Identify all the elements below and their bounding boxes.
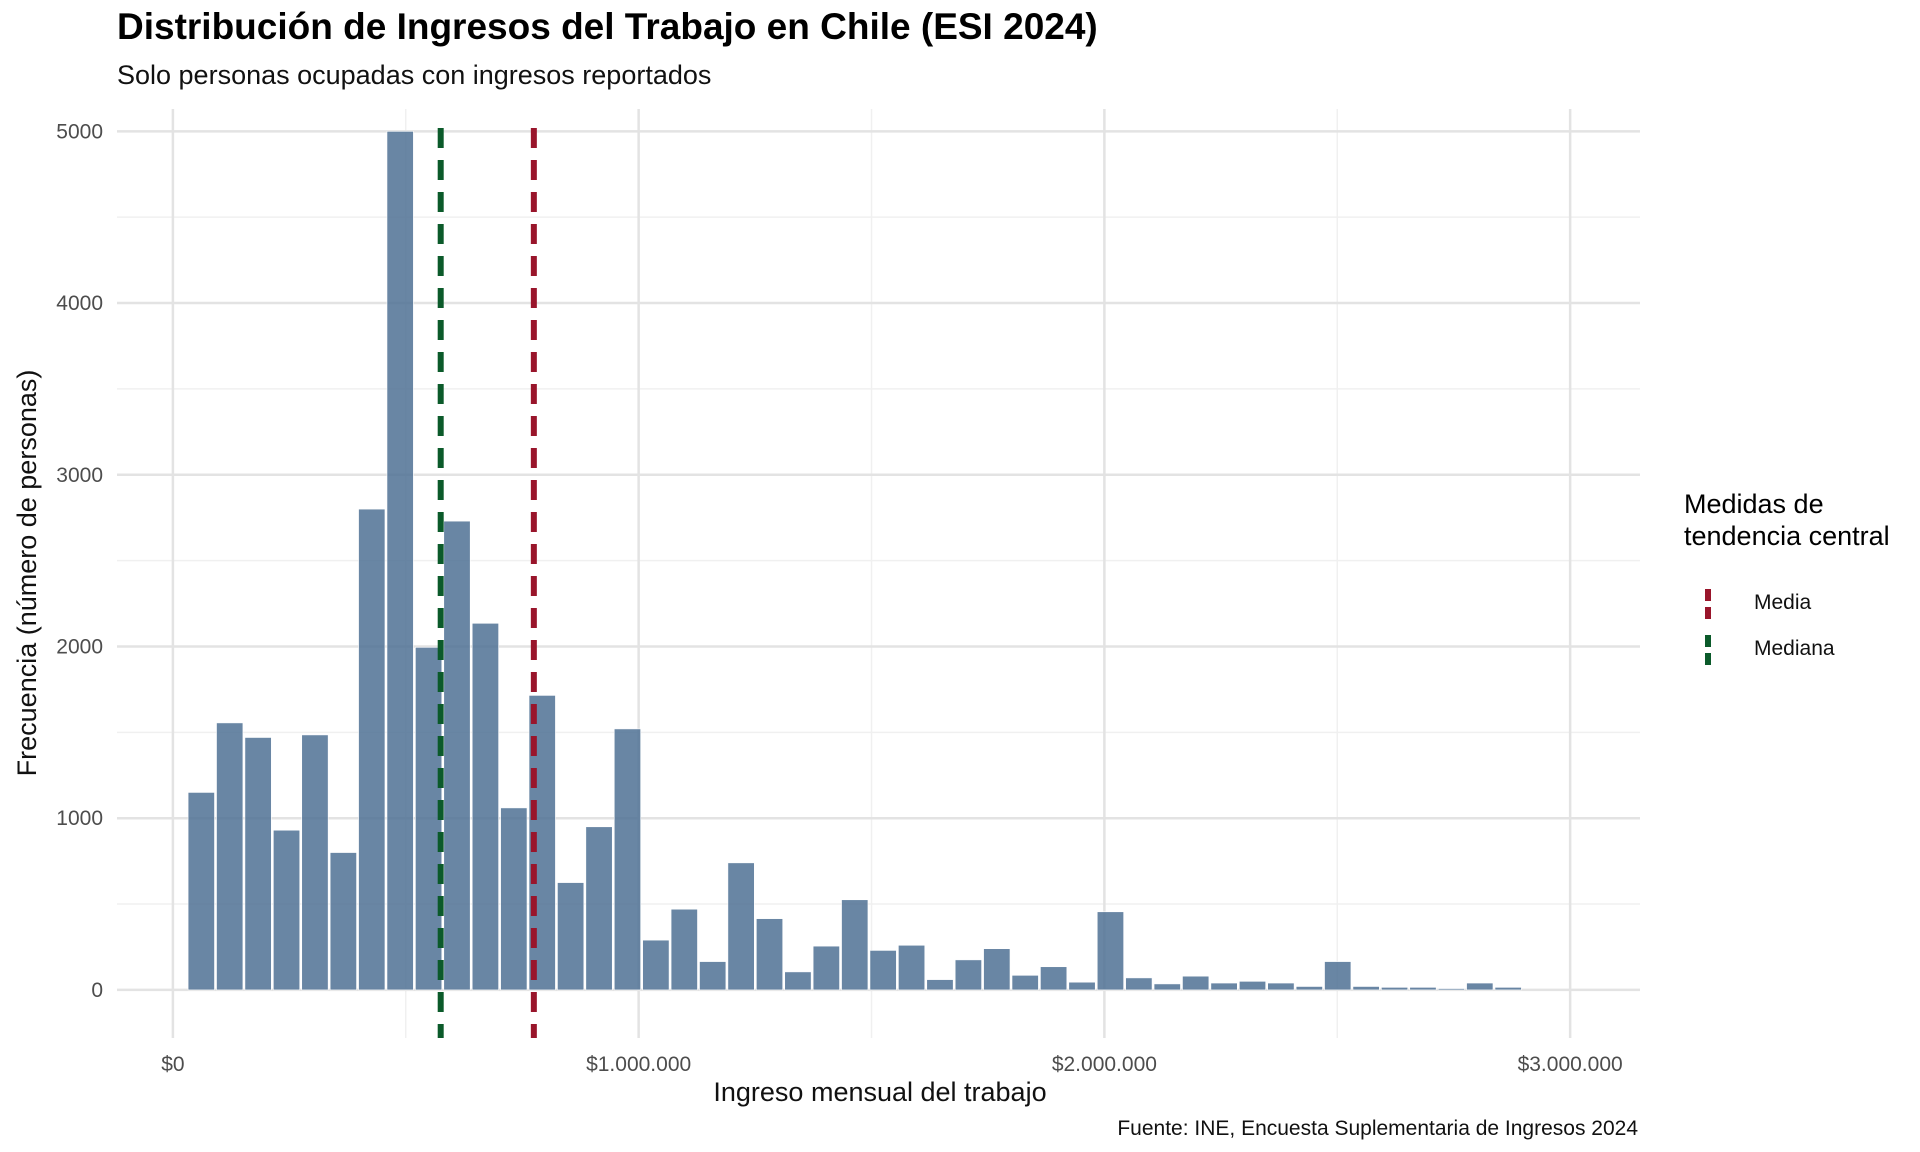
histogram-bar [841, 899, 869, 991]
histogram-bar [1295, 986, 1323, 991]
legend-title: Medidas de tendencia central [1684, 488, 1890, 552]
histogram-bar [443, 520, 471, 991]
chart-subtitle: Solo personas ocupadas con ingresos repo… [117, 60, 712, 90]
y-tick-label: 5000 [56, 120, 103, 143]
histogram-bar [1125, 977, 1153, 991]
histogram-bar [386, 131, 414, 991]
histogram-bar [1409, 987, 1437, 991]
histogram-bar [329, 852, 357, 991]
histogram-bar [613, 728, 641, 991]
x-axis-label: Ingreso mensual del trabajo [713, 1077, 1046, 1107]
histogram-bar [415, 647, 443, 991]
legend-item-media: Media [1684, 580, 1890, 626]
histogram-bar [1182, 975, 1210, 991]
histogram-bar [273, 829, 301, 991]
histogram-bar [898, 944, 926, 991]
histogram-bar [954, 959, 982, 991]
histogram-bar [1040, 966, 1068, 991]
histogram-bar [585, 826, 613, 991]
histogram-bar [1324, 961, 1352, 991]
histogram-bar [1011, 975, 1039, 991]
chart-title: Distribución de Ingresos del Trabajo en … [117, 6, 1098, 47]
histogram-bars [187, 131, 1522, 991]
histogram-bar [358, 508, 386, 991]
histogram-bar [983, 948, 1011, 991]
histogram-bar [1494, 987, 1522, 991]
histogram-bar [699, 961, 727, 991]
histogram-bar [727, 862, 755, 991]
legend-title-line1: Medidas de [1684, 489, 1824, 519]
histogram-bar [1068, 981, 1096, 991]
histogram-bar [471, 622, 499, 991]
legend: Medidas de tendencia central Media Media… [1684, 488, 1890, 672]
legend-label-mediana: Mediana [1754, 637, 1835, 660]
histogram-bar [642, 939, 670, 991]
x-axis-ticks: $0 $1.000.000 $2.000.000 $3.000.000 [161, 1053, 1622, 1076]
histogram-bar [926, 979, 954, 991]
legend-key-mediana [1690, 632, 1724, 666]
histogram-bar [500, 807, 528, 991]
y-tick-label: 2000 [56, 635, 103, 658]
histogram-bar [1238, 981, 1267, 991]
histogram-bar [1267, 982, 1295, 991]
histogram-bar [670, 908, 698, 991]
histogram-bar [244, 737, 272, 991]
histogram-bar [1096, 911, 1124, 991]
x-tick-label: $1.000.000 [586, 1053, 691, 1076]
y-tick-label: 3000 [56, 464, 103, 487]
chart-caption: Fuente: INE, Encuesta Suplementaria de I… [1117, 1117, 1638, 1140]
y-axis-ticks: 0 1000 2000 3000 4000 5000 [56, 120, 103, 1002]
x-tick-label: $2.000.000 [1052, 1053, 1157, 1076]
y-tick-label: 4000 [56, 292, 103, 315]
legend-item-mediana: Mediana [1684, 626, 1890, 672]
y-axis-label: Frecuencia (número de personas) [12, 370, 42, 777]
histogram-bar [812, 945, 840, 991]
histogram-bar [301, 734, 329, 991]
histogram-bar [1466, 982, 1494, 991]
histogram-bar [756, 918, 784, 991]
y-tick-label: 0 [91, 979, 103, 1002]
histogram-bar [869, 950, 897, 991]
x-tick-label: $3.000.000 [1518, 1053, 1623, 1076]
legend-title-line2: tendencia central [1684, 521, 1890, 551]
x-tick-label: $0 [161, 1053, 184, 1076]
histogram-bar [784, 971, 812, 991]
legend-key-media [1690, 586, 1724, 620]
histogram-bar [1153, 983, 1181, 991]
histogram-bar [1381, 987, 1409, 991]
legend-label-media: Media [1754, 591, 1812, 614]
histogram-bar [1352, 986, 1380, 991]
y-tick-label: 1000 [56, 807, 103, 830]
histogram-bar [1437, 988, 1465, 991]
histogram-bar [187, 792, 215, 991]
histogram-bar [1210, 982, 1238, 991]
reference-lines [437, 128, 537, 1038]
histogram-bar [557, 882, 585, 991]
histogram-bar [216, 722, 244, 991]
